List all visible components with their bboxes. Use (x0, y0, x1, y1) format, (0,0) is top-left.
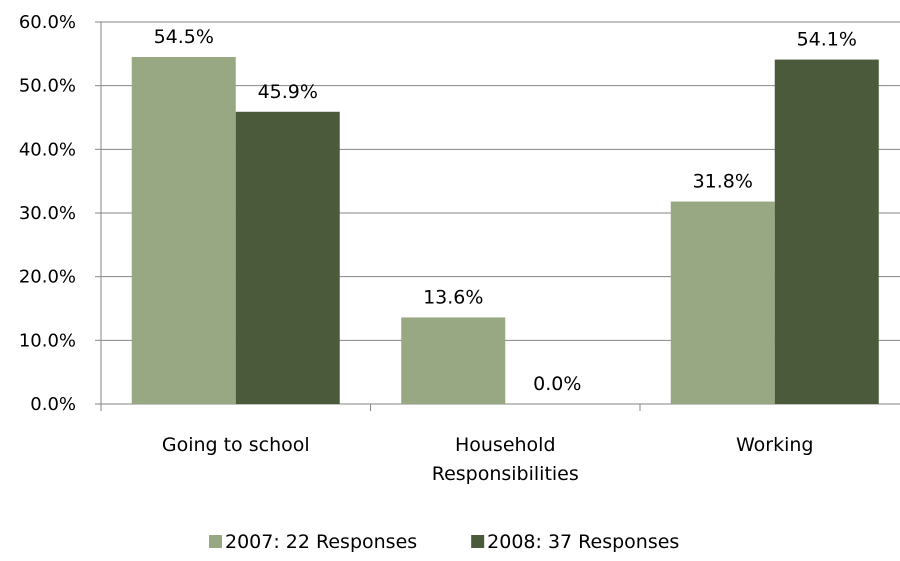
data-label: 31.8% (693, 171, 753, 193)
y-tick-label: 20.0% (19, 267, 76, 288)
category-label: Household (455, 434, 556, 456)
data-labels: 54.5% 45.9% 13.6% 0.0% 31.8% 54.1% (154, 26, 857, 395)
legend-label: 2007: 22 Responses (225, 531, 417, 553)
y-tick-label: 40.0% (19, 139, 76, 160)
legend-swatch (471, 535, 485, 548)
category-labels: Going to school Household Responsibilities… (162, 434, 814, 485)
data-label: 45.9% (258, 81, 318, 103)
data-label: 54.5% (154, 26, 214, 48)
y-tick-label: 30.0% (19, 203, 76, 224)
legend-label: 2008: 37 Responses (487, 531, 679, 553)
legend: 2007: 22 Responses 2008: 37 Responses (209, 531, 679, 553)
bar (131, 57, 236, 405)
y-tick-label: 0.0% (30, 394, 76, 415)
bar (235, 111, 340, 405)
y-tick-label: 50.0% (19, 76, 76, 97)
category-label: Working (736, 434, 814, 456)
data-label: 0.0% (533, 373, 581, 395)
bars (131, 57, 879, 405)
bar (670, 201, 775, 404)
category-label: Going to school (162, 434, 310, 456)
data-label: 13.6% (423, 286, 483, 308)
bar (401, 317, 506, 404)
bar (774, 59, 879, 405)
category-label: Responsibilities (432, 463, 579, 485)
data-label: 54.1% (797, 29, 857, 51)
y-tick-label: 10.0% (19, 330, 76, 351)
legend-swatch (209, 535, 222, 548)
y-tick-label: 60.0% (19, 12, 76, 33)
